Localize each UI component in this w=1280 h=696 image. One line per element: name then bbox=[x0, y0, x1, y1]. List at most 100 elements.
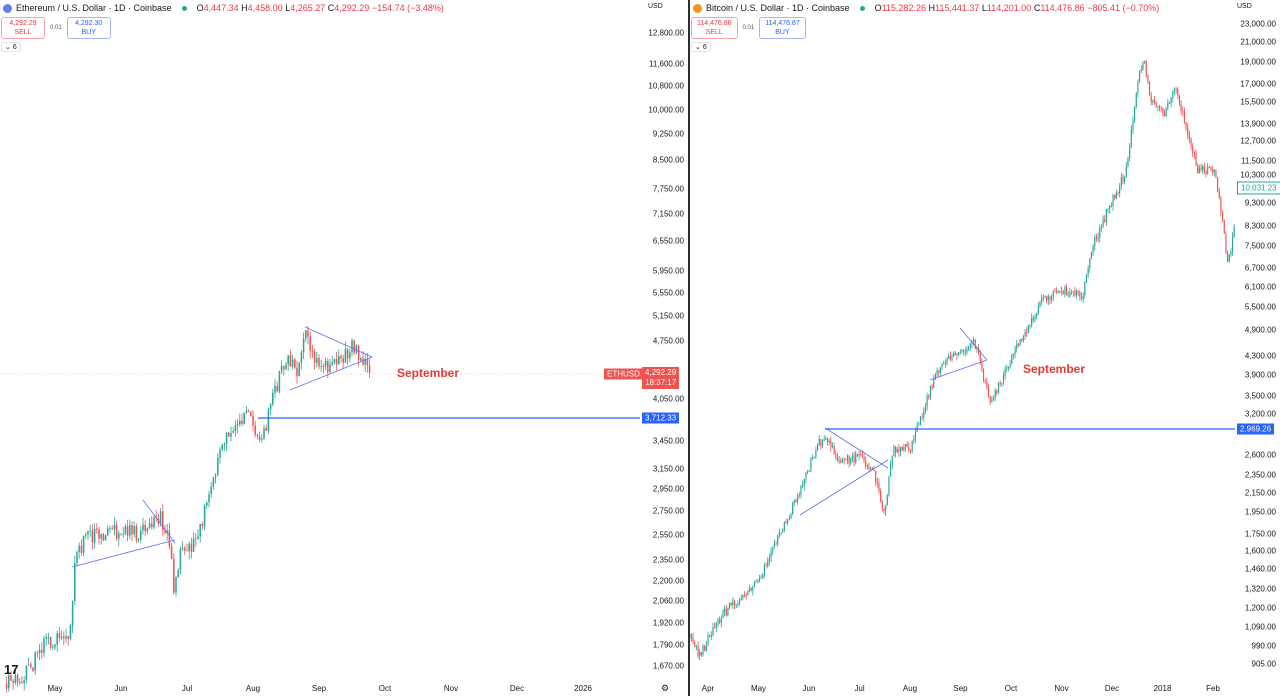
candle-body bbox=[313, 351, 316, 363]
candle-body bbox=[1110, 205, 1112, 207]
pane-divider[interactable] bbox=[688, 0, 690, 696]
candle-body bbox=[1185, 122, 1187, 128]
candle-body bbox=[707, 635, 709, 646]
btc-title[interactable]: Bitcoin / U.S. Dollar · 1D · Coinbase bbox=[706, 3, 850, 13]
candle-body bbox=[785, 521, 787, 523]
buy-button[interactable]: 4,292.30 BUY bbox=[66, 17, 111, 39]
september-annotation[interactable]: September bbox=[397, 366, 460, 380]
candle-body bbox=[43, 638, 45, 653]
candle-body bbox=[792, 502, 794, 514]
candle-body bbox=[247, 410, 250, 412]
time-tick: Jul bbox=[854, 684, 865, 693]
candle-body bbox=[1207, 166, 1209, 174]
candle-body bbox=[733, 600, 736, 606]
candle-body bbox=[320, 366, 322, 368]
candle-body bbox=[16, 675, 19, 683]
candle-body bbox=[8, 675, 10, 689]
settings-icon[interactable]: ⚙ bbox=[661, 683, 670, 693]
eth-chart-panel[interactable]: Ethereum / U.S. Dollar · 1D · Coinbase O… bbox=[0, 0, 688, 696]
candle-body bbox=[1011, 354, 1013, 365]
candle-body bbox=[1150, 95, 1152, 103]
candle-body bbox=[853, 455, 855, 463]
candle-body bbox=[219, 449, 221, 458]
candle-body bbox=[828, 440, 830, 442]
candle-body bbox=[941, 363, 943, 368]
candle-body bbox=[203, 505, 206, 527]
candle-body bbox=[752, 586, 754, 591]
candle-body bbox=[206, 502, 208, 506]
candle-body bbox=[338, 356, 340, 365]
candle-body bbox=[146, 527, 149, 532]
candle-body bbox=[133, 526, 135, 535]
candle-body bbox=[23, 680, 25, 684]
price-tick: 2,750.00 bbox=[652, 506, 684, 516]
candle-body bbox=[850, 458, 852, 464]
candle-body bbox=[728, 603, 731, 608]
price-tick: 8,500.00 bbox=[652, 155, 684, 165]
candle-body bbox=[851, 455, 854, 459]
candle-body bbox=[1198, 167, 1200, 174]
candle-body bbox=[1019, 338, 1021, 346]
candle-body bbox=[753, 581, 756, 587]
btc-price-axis[interactable]: USD 23,000.00 21,000.00 19,000.00 17,000.00… bbox=[1235, 0, 1280, 696]
candle-body bbox=[225, 432, 228, 444]
btc-ohlc: O115,282.26 H115,441.37 L114,201.00 C114… bbox=[874, 3, 1160, 13]
candle-body bbox=[1173, 88, 1176, 91]
candle-body bbox=[52, 647, 54, 648]
candle-body bbox=[1124, 176, 1126, 182]
candle-body bbox=[142, 524, 144, 531]
candle-body bbox=[1062, 291, 1064, 295]
candle-body bbox=[1158, 106, 1161, 109]
btc-chart-panel[interactable]: Bitcoin / U.S. Dollar · 1D · Coinbase O1… bbox=[690, 0, 1280, 696]
candle-body bbox=[1087, 268, 1089, 275]
candle-body bbox=[1180, 104, 1182, 111]
candle-body bbox=[888, 476, 890, 496]
candle-body bbox=[78, 545, 80, 553]
btc-candles[interactable] bbox=[690, 0, 1235, 696]
price-tick: 10,000.00 bbox=[648, 105, 684, 115]
buy-button[interactable]: 114,476.87 BUY bbox=[759, 17, 806, 39]
candle-body bbox=[732, 600, 734, 606]
candle-body bbox=[280, 365, 283, 372]
candle-body bbox=[944, 363, 946, 365]
candle-body bbox=[848, 456, 850, 464]
candle-body bbox=[1115, 192, 1117, 199]
candle-body bbox=[1202, 166, 1204, 170]
candle-body bbox=[1208, 166, 1210, 168]
sell-button[interactable]: 4,292.29 SELL bbox=[1, 17, 45, 39]
candle-body bbox=[757, 581, 759, 583]
candle-body bbox=[926, 395, 928, 406]
eth-candles[interactable] bbox=[0, 0, 640, 696]
candle-body bbox=[918, 424, 920, 426]
candle-body bbox=[725, 608, 727, 616]
indicators-toggle[interactable]: ⌄ 6 bbox=[1, 42, 21, 52]
candle-body bbox=[1117, 192, 1119, 194]
price-tick: 7,500.00 bbox=[1244, 241, 1276, 251]
market-open-icon bbox=[181, 5, 187, 11]
candle-body bbox=[192, 538, 195, 552]
eth-title[interactable]: Ethereum / U.S. Dollar · 1D · Coinbase bbox=[16, 3, 172, 13]
candle-body bbox=[929, 386, 932, 398]
price-tick: 1,920.00 bbox=[652, 618, 684, 628]
candle-body bbox=[931, 386, 933, 388]
september-annotation[interactable]: September bbox=[1023, 362, 1086, 376]
candle-body bbox=[1183, 111, 1186, 123]
candle-body bbox=[245, 410, 248, 413]
candle-body bbox=[1004, 368, 1006, 376]
candle-body bbox=[331, 362, 333, 365]
candle-body bbox=[305, 330, 307, 339]
candle-body bbox=[961, 349, 963, 352]
currency-label: USD bbox=[1237, 3, 1252, 10]
candle-body bbox=[1032, 317, 1034, 320]
candle-body bbox=[808, 471, 810, 472]
candle-body bbox=[1220, 198, 1222, 213]
candle-body bbox=[730, 603, 732, 606]
eth-price-axis[interactable]: USD 12,800.00 11,600.00 10,800.00 10,000.00… bbox=[640, 0, 688, 696]
candle-body bbox=[82, 535, 85, 553]
candle-body bbox=[992, 398, 995, 401]
sell-button[interactable]: 114,476.86 SELL bbox=[691, 17, 738, 39]
candle-body bbox=[230, 432, 232, 437]
indicators-toggle[interactable]: ⌄ 6 bbox=[691, 42, 711, 52]
candle-body bbox=[1228, 254, 1230, 262]
candle-body bbox=[876, 481, 878, 484]
